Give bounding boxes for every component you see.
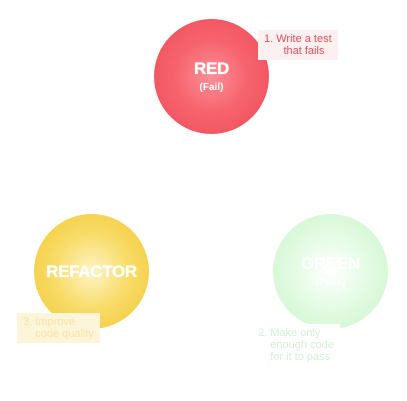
refactor-stage-circle: REFACTOR xyxy=(34,214,149,329)
refactor-step-note: 3. Improve code quality xyxy=(17,313,100,343)
green-step-note: 2. Make only enough code for it to pass xyxy=(252,324,340,366)
red-stage-circle: RED (Fail) xyxy=(154,19,269,134)
green-stage-title: GREEN xyxy=(301,253,360,273)
refactor-stage-title: REFACTOR xyxy=(46,261,137,281)
red-stage-subtitle: (Fail) xyxy=(199,81,224,93)
red-step-note: 1. Write a test that fails xyxy=(258,30,338,60)
red-stage-title: RED xyxy=(194,58,229,78)
green-stage-circle: GREEN (Pass) xyxy=(273,214,388,329)
green-stage-subtitle: (Pass) xyxy=(315,276,346,288)
